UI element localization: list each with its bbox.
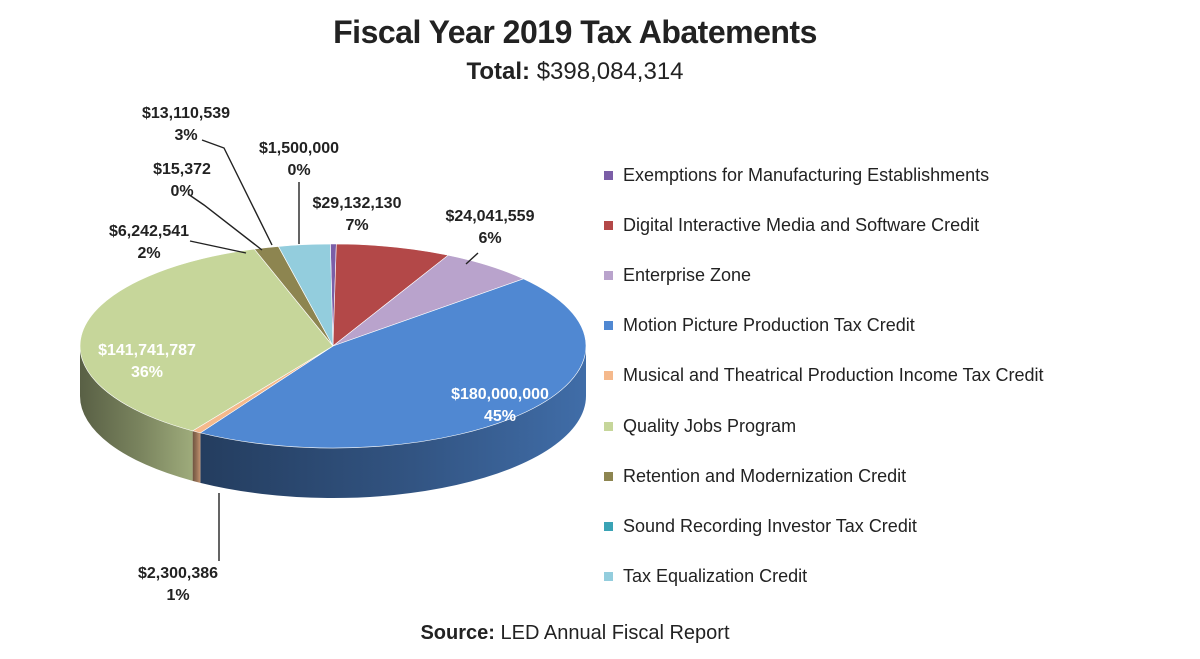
data-label-percent-tax-equalization: 3%	[174, 127, 197, 144]
pie-side-musical-theatrical	[192, 430, 201, 483]
leader-line-retention-modernization	[189, 240, 247, 254]
data-label-percent-sound-recording: 0%	[170, 183, 193, 200]
legend-label: Sound Recording Investor Tax Credit	[623, 515, 917, 536]
source-label: Source:	[420, 622, 495, 644]
data-label-value-quality-jobs: $141,741,787	[98, 342, 196, 359]
legend-swatch	[604, 321, 613, 331]
data-label-percent-digital-interactive-media: 7%	[345, 217, 368, 234]
legend-label: Musical and Theatrical Production Income…	[623, 365, 1044, 386]
legend-swatch	[604, 471, 613, 481]
legend-label: Tax Equalization Credit	[623, 566, 808, 587]
legend-label: Enterprise Zone	[623, 264, 752, 285]
data-label-percent-quality-jobs: 36%	[131, 364, 163, 381]
pie-slice-digital-interactive-media	[332, 243, 449, 347]
pie-side-quality-jobs	[79, 346, 193, 481]
legend-item-retention-modernization: Retention and Modernization Credit	[604, 463, 906, 489]
legend-item-musical-theatrical: Musical and Theatrical Production Income…	[604, 363, 1044, 389]
legend-item-digital-interactive-media: Digital Interactive Media and Software C…	[604, 212, 979, 238]
legend-swatch	[604, 170, 613, 180]
legend-swatch	[604, 572, 613, 582]
legend-item-tax-equalization: Tax Equalization Credit	[604, 564, 807, 590]
data-label-value-digital-interactive-media: $29,132,130	[313, 195, 402, 212]
legend-swatch	[604, 371, 613, 381]
legend-item-sound-recording: Sound Recording Investor Tax Credit	[604, 513, 917, 539]
pie-slice-motion-picture	[199, 278, 587, 449]
legend-swatch	[604, 270, 613, 280]
data-label-value-sound-recording: $15,372	[153, 161, 211, 178]
leader-line-tax-equalization	[201, 139, 273, 246]
data-label-value-motion-picture: $180,000,000	[451, 386, 549, 403]
data-label-value-tax-equalization: $13,110,539	[142, 105, 230, 122]
legend-swatch	[604, 220, 613, 230]
source-value: LED Annual Fiscal Report	[500, 622, 730, 644]
legend-label: Exemptions for Manufacturing Establishme…	[623, 164, 990, 185]
data-label-value-musical-theatrical: $2,300,386	[138, 565, 218, 582]
chart-subtitle: Total: $398,084,314	[0, 58, 1150, 86]
leader-line-sound-recording	[187, 193, 263, 251]
legend-label: Digital Interactive Media and Software C…	[623, 214, 980, 235]
legend-item-exemptions-manufacturing: Exemptions for Manufacturing Establishme…	[604, 162, 989, 188]
leader-line-enterprise-zone	[465, 252, 479, 265]
legend-label: Retention and Modernization Credit	[623, 465, 907, 486]
subtitle-label: Total:	[466, 58, 531, 85]
legend-swatch	[604, 421, 613, 431]
data-label-percent-musical-theatrical: 1%	[166, 587, 189, 604]
data-label-percent-exemptions-manufacturing: 0%	[287, 162, 310, 179]
legend-item-quality-jobs: Quality Jobs Program	[604, 413, 796, 439]
data-label-value-retention-modernization: $6,242,541	[109, 223, 189, 240]
pie-chart: $1,500,0000%$29,132,1307%$24,041,5596%$1…	[79, 105, 587, 604]
legend-swatch	[604, 521, 613, 531]
legend-label: Motion Picture Production Tax Credit	[623, 315, 915, 336]
legend-label: Quality Jobs Program	[623, 415, 797, 436]
data-label-percent-motion-picture: 45%	[484, 408, 516, 425]
pie-slice-quality-jobs	[79, 248, 334, 432]
data-label-value-exemptions-manufacturing: $1,500,000	[259, 140, 339, 157]
data-label-percent-enterprise-zone: 6%	[478, 230, 501, 247]
data-label-percent-retention-modernization: 2%	[137, 245, 160, 262]
legend-item-enterprise-zone: Enterprise Zone	[604, 262, 751, 288]
subtitle-value: $398,084,314	[536, 58, 684, 85]
pie-side-motion-picture	[200, 346, 587, 499]
legend-item-motion-picture: Motion Picture Production Tax Credit	[604, 313, 915, 339]
pie-slice-tax-equalization	[277, 243, 334, 347]
data-label-value-enterprise-zone: $24,041,559	[446, 208, 535, 225]
chart-title: Fiscal Year 2019 Tax Abatements	[333, 14, 817, 50]
chart-source: Source: LED Annual Fiscal Report	[0, 622, 1150, 645]
